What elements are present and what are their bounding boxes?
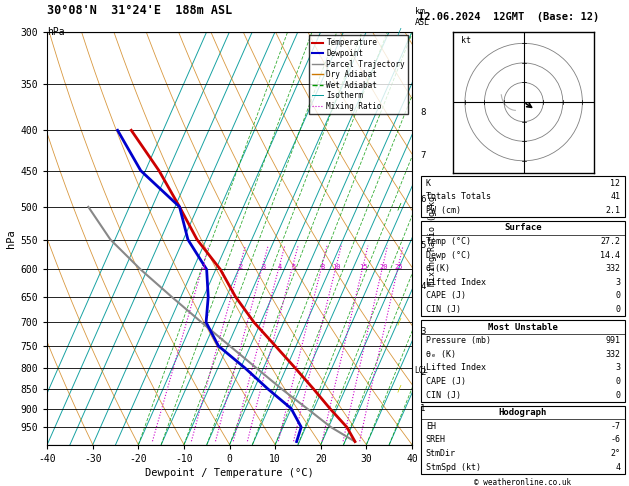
Text: km
ASL: km ASL	[415, 7, 430, 27]
Text: 2.1: 2.1	[605, 206, 620, 215]
Text: /: /	[397, 384, 402, 394]
Text: 12: 12	[610, 179, 620, 188]
Text: /: /	[397, 27, 402, 36]
Text: 0: 0	[615, 305, 620, 314]
Text: Dewp (°C): Dewp (°C)	[426, 251, 471, 260]
Text: -6: -6	[610, 435, 620, 444]
Text: 20: 20	[379, 263, 387, 270]
Text: 3: 3	[615, 278, 620, 287]
Text: 0: 0	[615, 377, 620, 386]
Text: K: K	[426, 179, 431, 188]
Text: 2: 2	[420, 368, 426, 377]
Text: 5: 5	[420, 241, 426, 250]
Text: Temp (°C): Temp (°C)	[426, 237, 471, 246]
Text: 1: 1	[201, 263, 206, 270]
Text: 8: 8	[320, 263, 325, 270]
Text: CIN (J): CIN (J)	[426, 391, 461, 399]
Text: θₑ(K): θₑ(K)	[426, 264, 451, 273]
Text: PW (cm): PW (cm)	[426, 206, 461, 215]
Text: 10: 10	[333, 263, 341, 270]
Text: 8: 8	[420, 108, 426, 117]
Text: kt: kt	[461, 36, 471, 45]
Text: 991: 991	[605, 336, 620, 345]
Text: Hodograph: Hodograph	[499, 408, 547, 417]
Text: 14.4: 14.4	[600, 251, 620, 260]
Text: EH: EH	[426, 422, 436, 431]
Text: CAPE (J): CAPE (J)	[426, 377, 466, 386]
Text: CAPE (J): CAPE (J)	[426, 292, 466, 300]
Text: SREH: SREH	[426, 435, 446, 444]
X-axis label: Dewpoint / Temperature (°C): Dewpoint / Temperature (°C)	[145, 468, 314, 478]
Text: LCL: LCL	[414, 366, 428, 375]
Text: StmSpd (kt): StmSpd (kt)	[426, 463, 481, 471]
Text: 4: 4	[615, 463, 620, 471]
Text: 3: 3	[615, 364, 620, 372]
Text: Most Unstable: Most Unstable	[488, 323, 558, 331]
Text: 332: 332	[605, 264, 620, 273]
Text: 27.2: 27.2	[600, 237, 620, 246]
Text: 332: 332	[605, 350, 620, 359]
Text: 6: 6	[420, 195, 426, 205]
Text: Totals Totals: Totals Totals	[426, 192, 491, 201]
Text: hPa: hPa	[47, 27, 65, 37]
Text: Lifted Index: Lifted Index	[426, 364, 486, 372]
Text: 0: 0	[615, 292, 620, 300]
Text: 0: 0	[615, 391, 620, 399]
Text: 12.06.2024  12GMT  (Base: 12): 12.06.2024 12GMT (Base: 12)	[418, 12, 599, 22]
Text: CIN (J): CIN (J)	[426, 305, 461, 314]
Text: 5: 5	[291, 263, 296, 270]
Text: 3: 3	[420, 328, 426, 336]
Text: 41: 41	[610, 192, 620, 201]
Text: StmDir: StmDir	[426, 449, 456, 458]
Text: 1: 1	[420, 404, 426, 413]
Text: Surface: Surface	[504, 224, 542, 232]
Text: Lifted Index: Lifted Index	[426, 278, 486, 287]
Text: θₑ (K): θₑ (K)	[426, 350, 456, 359]
Text: 2: 2	[238, 263, 243, 270]
Legend: Temperature, Dewpoint, Parcel Trajectory, Dry Adiabat, Wet Adiabat, Isotherm, Mi: Temperature, Dewpoint, Parcel Trajectory…	[309, 35, 408, 114]
Text: 4: 4	[420, 282, 426, 291]
Text: Mixing Ratio (g/kg): Mixing Ratio (g/kg)	[428, 191, 437, 286]
Text: 30°08'N  31°24'E  188m ASL: 30°08'N 31°24'E 188m ASL	[47, 4, 233, 17]
Text: -7: -7	[610, 422, 620, 431]
Text: 25: 25	[394, 263, 403, 270]
Text: 3: 3	[261, 263, 265, 270]
Text: 15: 15	[359, 263, 368, 270]
Text: 2°: 2°	[610, 449, 620, 458]
Text: /: /	[397, 318, 402, 327]
Text: Pressure (mb): Pressure (mb)	[426, 336, 491, 345]
Text: 4: 4	[278, 263, 282, 270]
Y-axis label: hPa: hPa	[6, 229, 16, 247]
Text: /: /	[397, 202, 402, 211]
Text: 7: 7	[420, 151, 426, 159]
Text: © weatheronline.co.uk: © weatheronline.co.uk	[474, 478, 572, 486]
